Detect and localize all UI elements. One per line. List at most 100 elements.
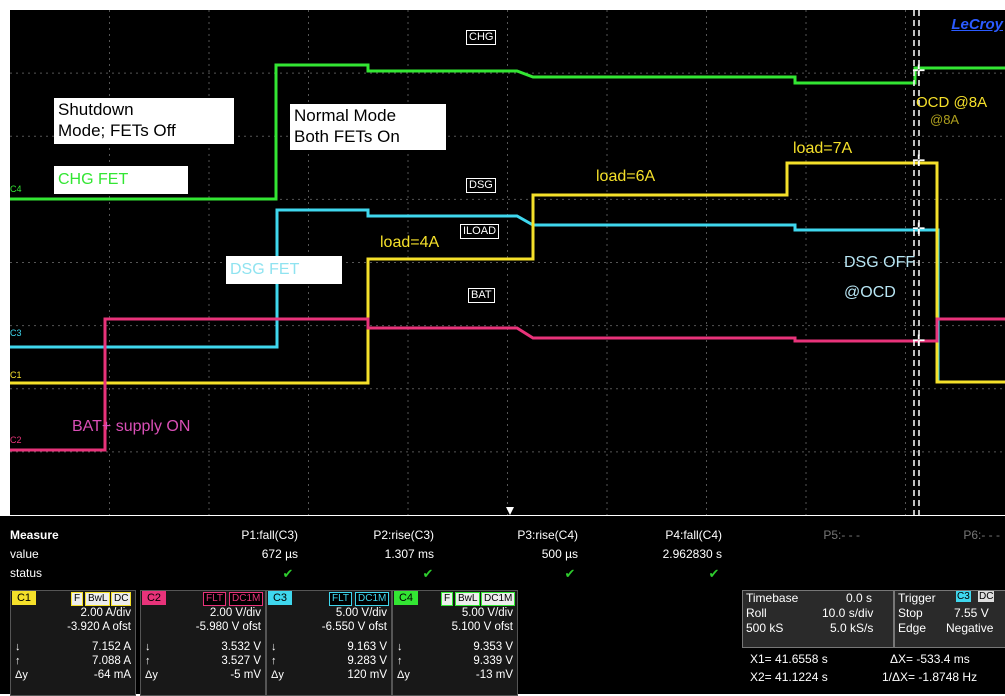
channel-badge: DC	[111, 592, 132, 606]
trigger-slope: Negative	[946, 621, 994, 635]
trigger-type: Edge	[898, 621, 927, 635]
timebase-samples: 500 kS	[746, 621, 784, 635]
ocd-8a-ghost-label: @8A	[930, 112, 960, 127]
channel-down: 7.152 A	[91, 641, 131, 653]
timebase-label: Timebase	[746, 591, 799, 605]
channel-badge: BwL	[85, 592, 111, 606]
p2-status-check-icon: ✔	[422, 566, 434, 581]
channel-descriptor-1[interactable]: C1 DC BwL F 2.00 A/div -3.920 A ofst 7.152 A 7.…	[10, 590, 136, 696]
waveform-screen[interactable]: ✛ ✛ ✛ ✛ LeCroy Shutdown Mode; FETs Off Norm…	[10, 10, 1005, 515]
trigger-source-badge: C3	[956, 591, 971, 602]
channel-vdiv: 2.00 V/div	[209, 607, 261, 619]
p4-value: 2.962830 s	[662, 547, 722, 561]
channel-descriptor-4[interactable]: C4 DC1M BwL F 5.00 V/div 5.100 V ofst 9.353 V 9…	[392, 590, 518, 696]
chg-trace	[10, 63, 1005, 201]
channel-badge: F	[441, 592, 454, 606]
timebase-rate: 5.0 kS/s	[830, 621, 874, 635]
p1-name[interactable]: P1:fall(C3)	[241, 528, 298, 542]
channel-up-symbol: ↑	[271, 655, 277, 667]
trigger-label: Trigger	[898, 591, 936, 605]
p3-status-check-icon: ✔	[564, 566, 576, 581]
channel-vdiv: 2.00 A/div	[80, 607, 131, 619]
channel-down-symbol: ↓	[145, 641, 151, 653]
channel-header: C4 DC1M BwL F	[393, 591, 517, 606]
p4-name[interactable]: P4:fall(C4)	[665, 528, 722, 542]
cursor-x1: X1= 41.6558 s	[750, 652, 828, 666]
channel-dy: -64 mA	[93, 669, 131, 681]
channel-up-symbol: ↑	[145, 655, 151, 667]
graticule-grid	[10, 10, 1005, 515]
cursor-crosshair-icon: ✛	[912, 151, 925, 170]
value-row-label: value	[10, 547, 39, 561]
dsg-fet-box: DSG FET	[226, 256, 342, 284]
channel-descriptor-2[interactable]: C2 DC1M FLT 2.00 V/div -5.980 V ofst 3.532 V 3…	[140, 590, 266, 696]
ocd-8a-label: OCD @8A	[916, 94, 988, 111]
channel-down: 3.532 V	[221, 641, 261, 653]
brand-logo: LeCroy	[951, 16, 1003, 33]
waveform-plot: ✛ ✛ ✛ ✛	[10, 10, 1005, 515]
bat-supply-on-label: BAT+ supply ON	[72, 418, 191, 435]
measure-value-row: value 672 µs 1.307 ms 500 µs 2.962830 s	[0, 547, 1005, 561]
load-6a-label: load=6A	[596, 168, 656, 185]
channel-up-symbol: ↑	[15, 655, 21, 667]
p2-name[interactable]: P2:rise(C3)	[373, 528, 434, 542]
channel-dy: -13 mV	[475, 669, 513, 681]
timebase-trigger-panel[interactable]: Timebase 0.0 s Roll 10.0 s/div 500 kS 5.…	[742, 590, 1005, 694]
channel-dy-symbol: Δy	[397, 669, 410, 681]
channel-dy-symbol: Δy	[145, 669, 158, 681]
c1-ground-tag: C1	[10, 370, 22, 380]
channel-vdiv: 5.00 V/div	[335, 607, 387, 619]
p3-name[interactable]: P3:rise(C4)	[517, 528, 578, 542]
channel-badge: FLT	[329, 592, 353, 606]
channel-up: 3.527 V	[221, 655, 261, 667]
channel-badge: BwL	[455, 592, 481, 606]
timebase-mode: Roll	[746, 606, 767, 620]
channel-down-symbol: ↓	[271, 641, 277, 653]
channel-down-symbol: ↓	[15, 641, 21, 653]
channel-descriptor-3[interactable]: C3 DC1M FLT 5.00 V/div -6.550 V ofst 9.163 V 9…	[266, 590, 392, 696]
trigger-position-marker	[506, 507, 514, 515]
trigger-box[interactable]	[894, 590, 1005, 648]
dsg-off-label: DSG OFF	[844, 254, 916, 271]
channel-dy-symbol: Δy	[271, 669, 284, 681]
cursor-crosshair-icon: ✛	[912, 219, 925, 238]
channel-down: 9.163 V	[347, 641, 387, 653]
c4-ground-tag: C4	[10, 184, 22, 194]
channel-header: C1 DC BwL F	[11, 591, 135, 606]
p4-status-check-icon: ✔	[708, 566, 720, 581]
trigger-state: Stop	[898, 606, 923, 620]
load-7a-label: load=7A	[793, 140, 853, 157]
p1-value: 672 µs	[261, 547, 298, 561]
channel-badge: DC1M	[355, 592, 390, 606]
p2-value: 1.307 ms	[384, 547, 434, 561]
channel-up: 9.339 V	[473, 655, 513, 667]
channel-number: C1	[12, 591, 36, 605]
p6-name[interactable]: P6:- - -	[963, 528, 1000, 542]
channel-dy-symbol: Δy	[15, 669, 28, 681]
status-bar: C1 DC BwL F 2.00 A/div -3.920 A ofst 7.152 A 7.…	[0, 588, 1005, 696]
c3-ground-tag: C3	[10, 328, 22, 338]
channel-header: C2 DC1M FLT	[141, 591, 265, 606]
channel-badge: DC1M	[229, 592, 264, 606]
cursor-crosshair-icon: ✛	[912, 61, 925, 80]
timebase-box[interactable]	[742, 590, 894, 648]
channel-ofst: -5.980 V ofst	[195, 621, 261, 633]
p3-value: 500 µs	[541, 547, 578, 561]
channel-header: C3 DC1M FLT	[267, 591, 391, 606]
channel-ofst: -6.550 V ofst	[321, 621, 387, 633]
p1-status-check-icon: ✔	[282, 566, 294, 581]
channel-down: 9.353 V	[473, 641, 513, 653]
cursor-x2: X2= 41.1224 s	[750, 670, 828, 684]
measure-header-row: Measure P1:fall(C3) P2:rise(C3) P3:rise(…	[0, 528, 1005, 542]
channel-ofst: 5.100 V ofst	[451, 621, 513, 633]
cursor-crosshair-icon: ✛	[912, 331, 925, 350]
cursor-dx: ΔX= -533.4 ms	[890, 652, 970, 666]
p5-name[interactable]: P5:- - -	[823, 528, 860, 542]
channel-ofst: -3.920 A ofst	[67, 621, 131, 633]
chg-trace-tag: CHG	[466, 30, 497, 45]
dsg-trace-tag: DSG	[466, 178, 496, 193]
c2-ground-tag: C2	[10, 435, 22, 445]
timebase-delay: 0.0 s	[846, 591, 873, 605]
measure-status-row: status ✔ ✔ ✔ ✔	[0, 566, 1005, 581]
